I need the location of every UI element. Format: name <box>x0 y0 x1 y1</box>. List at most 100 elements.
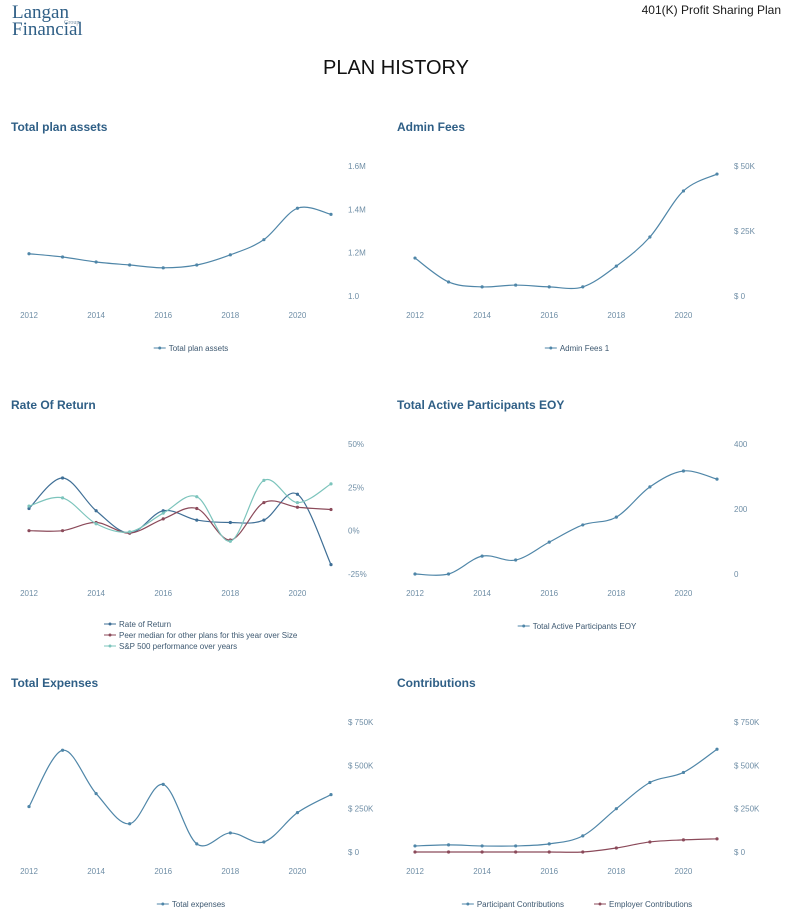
chart-title: Total Expenses <box>11 676 98 690</box>
y-tick-label: 1.4M <box>348 205 366 214</box>
data-point <box>161 266 165 270</box>
x-tick-label: 2012 <box>406 311 424 320</box>
data-point <box>94 522 98 526</box>
data-point <box>547 540 551 544</box>
x-tick-label: 2012 <box>20 867 38 876</box>
legend: Total Active Participants EOY <box>517 622 637 631</box>
x-tick-label: 2018 <box>221 311 239 320</box>
x-tick-label: 2012 <box>406 589 424 598</box>
logo-bottom: Financial <box>12 19 83 40</box>
chart-title: Contributions <box>397 676 476 690</box>
data-point <box>547 850 551 854</box>
data-point <box>614 807 618 811</box>
legend-label: Total Active Participants EOY <box>533 622 637 631</box>
legend-label: S&P 500 performance over years <box>119 642 237 651</box>
chart: Rate Of Return 50% 25% 0% -25% 2012 2014 2016 20… <box>11 398 367 651</box>
x-tick-label: 2018 <box>221 867 239 876</box>
y-tick-label: 0 <box>734 570 739 579</box>
logo-small: Group <box>64 20 79 26</box>
data-point <box>480 554 484 558</box>
x-tick-label: 2014 <box>473 311 491 320</box>
x-tick-label: 2018 <box>221 589 239 598</box>
data-point <box>27 506 31 511</box>
legend-label: Total plan assets <box>169 344 229 353</box>
y-tick-label: 1.2M <box>348 249 366 258</box>
data-point <box>262 478 266 482</box>
data-point <box>27 529 31 533</box>
data-point <box>514 558 518 562</box>
chart-title: Total Active Participants EOY <box>397 398 564 412</box>
data-point <box>295 505 300 509</box>
data-point <box>413 844 417 848</box>
data-point <box>648 485 652 489</box>
data-point <box>94 509 98 513</box>
data-point <box>514 850 518 854</box>
x-tick-label: 2012 <box>20 589 38 598</box>
data-point <box>60 476 65 480</box>
x-tick-label: 2018 <box>607 589 625 598</box>
x-tick-label: 2012 <box>406 867 424 876</box>
legend-dot <box>158 346 162 350</box>
data-point <box>128 530 132 534</box>
chart: Admin Fees $ 50K $ 25K $ 0 2012 2014 2016 2018 2… <box>397 120 756 353</box>
data-point <box>295 206 300 210</box>
legend-dot <box>108 633 112 637</box>
data-point <box>195 263 199 267</box>
x-tick-label: 2020 <box>289 589 307 598</box>
series-line <box>414 173 718 290</box>
data-point <box>27 804 31 809</box>
y-tick-label: 50% <box>348 440 364 449</box>
data-point <box>614 264 618 268</box>
data-point <box>413 572 417 576</box>
x-tick-label: 2016 <box>540 867 558 876</box>
data-point <box>94 791 98 796</box>
data-point <box>581 834 585 838</box>
data-point <box>715 172 719 176</box>
data-point <box>648 235 652 239</box>
legend: Participant Contributions Employer Contri… <box>461 900 692 909</box>
data-point <box>60 529 65 533</box>
y-tick-label: $ 0 <box>734 292 746 301</box>
data-point <box>161 511 165 515</box>
data-point <box>161 782 165 787</box>
logo-top: Langan <box>12 2 69 23</box>
data-point <box>681 770 686 775</box>
y-tick-label: $ 0 <box>348 848 360 857</box>
data-point <box>514 844 518 848</box>
data-point <box>295 811 300 815</box>
data-point <box>581 523 585 527</box>
y-tick-label: $ 50K <box>734 162 756 171</box>
data-point <box>681 189 686 193</box>
data-point <box>60 255 65 259</box>
series-line <box>414 470 718 576</box>
data-point <box>94 260 98 264</box>
legend: Admin Fees 1 <box>544 344 610 353</box>
data-point <box>161 509 165 513</box>
data-point <box>195 506 199 511</box>
series-line <box>415 838 718 853</box>
data-point <box>480 285 484 289</box>
data-point <box>547 842 551 846</box>
y-tick-label: $ 250K <box>734 805 760 814</box>
y-tick-label: 0% <box>348 527 360 536</box>
data-point <box>295 492 300 496</box>
data-point <box>27 252 31 256</box>
data-point <box>228 253 232 257</box>
data-point <box>648 780 652 785</box>
y-tick-label: 25% <box>348 483 364 492</box>
y-tick-label: 400 <box>734 440 748 449</box>
data-point <box>446 572 451 576</box>
y-tick-label: 1.6M <box>348 162 366 171</box>
data-point <box>329 563 333 567</box>
x-tick-label: 2014 <box>87 311 105 320</box>
x-tick-label: 2020 <box>289 867 307 876</box>
legend-dot <box>522 624 526 628</box>
data-point <box>547 285 551 289</box>
data-point <box>614 515 618 519</box>
legend-dot <box>549 346 553 350</box>
legend-dot <box>598 902 602 906</box>
series-line <box>28 500 332 541</box>
data-point <box>228 539 232 543</box>
x-tick-label: 2020 <box>289 311 307 320</box>
